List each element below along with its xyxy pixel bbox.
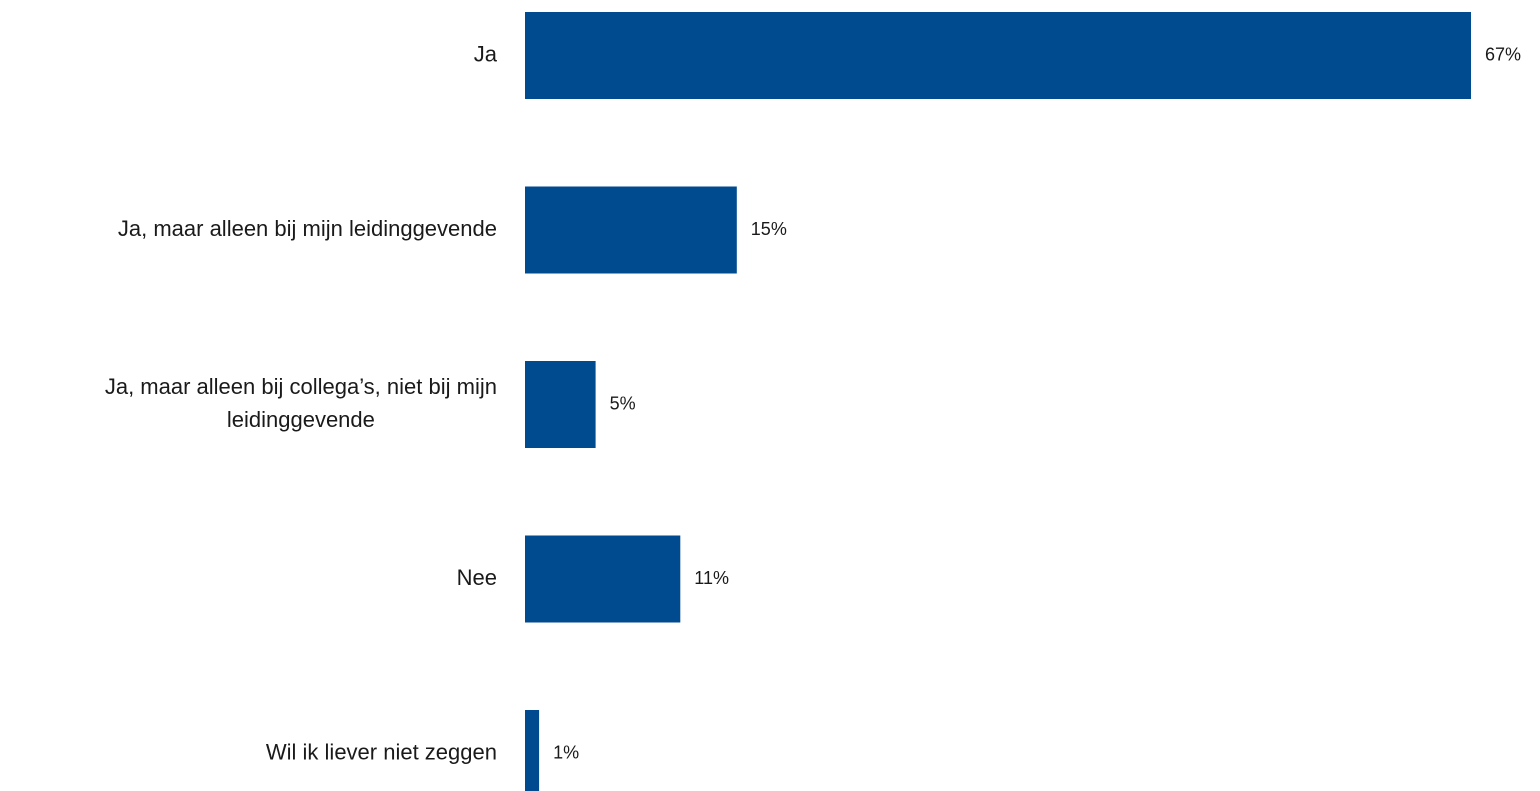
category-label-2-line-1: Ja, maar alleen bij mijn leidinggevende: [118, 216, 497, 241]
value-label-4: 11%: [694, 568, 729, 588]
bar-1: [525, 12, 1471, 99]
bar-3: [525, 361, 596, 448]
category-label-2: Ja, maar alleen bij mijn leidinggevende: [118, 216, 497, 241]
category-label-3-line-2: leidinggevende: [227, 407, 375, 432]
bar-5: [525, 710, 540, 791]
value-label-5: 1%: [553, 742, 579, 762]
category-label-1: Ja: [474, 41, 498, 66]
value-label-2: 15%: [751, 219, 787, 239]
value-label-3: 5%: [610, 393, 636, 413]
category-labels: Ja Ja, maar alleen bij mijn leidinggevend…: [105, 41, 498, 764]
value-label-1: 67%: [1485, 44, 1521, 64]
value-labels: 67% 15% 5% 11% 1%: [553, 44, 1521, 762]
category-label-3: Ja, maar alleen bij collega’s, niet bij …: [105, 374, 497, 432]
category-label-1-line-1: Ja: [474, 41, 498, 66]
category-label-5: Wil ik liever niet zeggen: [266, 739, 497, 764]
category-label-4: Nee: [457, 565, 497, 590]
category-label-4-line-1: Nee: [457, 565, 497, 590]
bar-4: [525, 535, 681, 623]
category-label-5-line-1: Wil ik liever niet zeggen: [266, 739, 497, 764]
bars: [525, 12, 1471, 791]
category-label-3-line-1: Ja, maar alleen bij collega’s, niet bij …: [105, 374, 497, 399]
bar-2: [525, 186, 737, 274]
